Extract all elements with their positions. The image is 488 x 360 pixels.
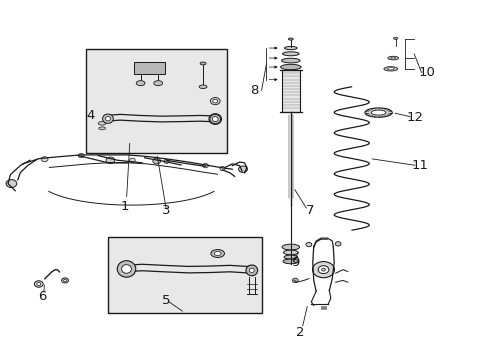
Ellipse shape [288,38,293,40]
Ellipse shape [393,37,397,40]
Ellipse shape [318,266,328,274]
Text: 6: 6 [38,290,46,303]
Ellipse shape [387,56,398,60]
Ellipse shape [210,249,224,257]
Text: 8: 8 [249,84,258,97]
Ellipse shape [154,81,162,86]
Ellipse shape [99,127,105,130]
Text: 9: 9 [291,256,299,269]
Ellipse shape [305,242,311,247]
Ellipse shape [370,110,385,115]
Ellipse shape [37,283,41,285]
Text: 4: 4 [86,109,95,122]
Text: 2: 2 [296,326,304,339]
Bar [86,49,227,153]
Ellipse shape [98,122,106,125]
Ellipse shape [210,98,220,105]
Ellipse shape [200,62,205,65]
Text: 1: 1 [121,201,129,213]
Ellipse shape [292,278,298,283]
Ellipse shape [321,268,325,271]
Ellipse shape [208,114,221,125]
Ellipse shape [312,262,334,278]
Bar [281,69,300,112]
Ellipse shape [136,81,145,86]
Ellipse shape [249,268,254,273]
Ellipse shape [117,261,136,277]
Ellipse shape [209,114,220,124]
Ellipse shape [283,259,298,264]
Bar [133,62,165,74]
Ellipse shape [212,117,217,121]
Bar [108,237,261,313]
Text: 5: 5 [162,294,170,307]
Ellipse shape [282,52,299,56]
Ellipse shape [63,279,66,282]
Ellipse shape [220,167,225,171]
Ellipse shape [202,163,208,168]
Ellipse shape [282,244,299,250]
Ellipse shape [199,85,206,89]
Ellipse shape [78,153,84,158]
Ellipse shape [280,64,301,70]
Text: 3: 3 [162,204,170,217]
Ellipse shape [383,67,397,71]
Ellipse shape [212,117,218,122]
Text: 12: 12 [406,111,423,124]
Text: 7: 7 [305,204,314,217]
Ellipse shape [284,255,297,259]
Ellipse shape [102,114,113,123]
Ellipse shape [41,157,48,162]
Ellipse shape [390,57,395,59]
Ellipse shape [334,242,340,246]
Ellipse shape [212,99,217,103]
Ellipse shape [129,158,135,162]
Ellipse shape [61,278,68,283]
Ellipse shape [122,265,131,273]
Ellipse shape [281,58,300,63]
Ellipse shape [6,180,17,188]
Ellipse shape [284,46,297,50]
Ellipse shape [34,281,43,287]
Ellipse shape [106,157,115,163]
Ellipse shape [163,159,169,163]
Ellipse shape [386,68,393,70]
Ellipse shape [214,252,221,256]
Ellipse shape [245,265,257,276]
Text: 11: 11 [411,159,427,172]
Ellipse shape [364,108,391,117]
Ellipse shape [238,166,247,172]
Ellipse shape [283,250,298,255]
Ellipse shape [153,158,160,164]
Ellipse shape [105,117,110,121]
Text: 10: 10 [418,66,435,79]
